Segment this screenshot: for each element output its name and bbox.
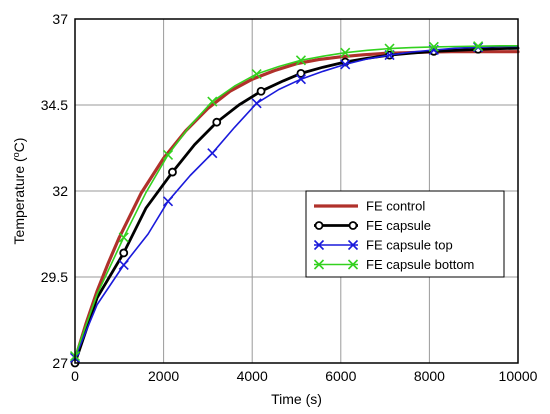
series-layer <box>69 41 520 368</box>
series-3 <box>69 41 519 362</box>
legend-box <box>305 190 505 278</box>
data-point <box>162 149 174 160</box>
data-point <box>207 148 218 159</box>
x-axis-label: Time (s) <box>271 391 322 407</box>
legend-entry: FE capsule <box>314 218 431 233</box>
data-point <box>251 98 262 109</box>
data-point <box>119 248 129 258</box>
y-tick-label: 32 <box>52 183 68 199</box>
legend: FE control FE capsule FE capsule top FE cap… <box>305 190 505 278</box>
y-tick-label: 27 <box>52 355 68 371</box>
legend-marker <box>313 239 325 251</box>
legend-label: FE capsule bottom <box>366 257 474 272</box>
data-point <box>428 41 439 52</box>
x-tick-label: 4000 <box>237 368 268 384</box>
data-point <box>212 117 222 127</box>
y-axis-label-main: Temperature ( <box>11 157 27 244</box>
data-point <box>340 59 351 70</box>
data-point <box>207 96 218 107</box>
legend-marker <box>348 221 358 230</box>
data-point <box>295 55 306 66</box>
legend-entry: FE control <box>314 199 425 214</box>
x-tick-label: 0 <box>71 368 79 384</box>
legend-entry: FE capsule top <box>313 238 453 253</box>
y-axis-label-tail: C) <box>11 138 27 153</box>
y-tick-label: 29.5 <box>41 269 68 285</box>
x-tick-label: 8000 <box>414 368 445 384</box>
data-point <box>473 41 484 52</box>
data-point <box>168 167 177 177</box>
data-point <box>118 232 129 243</box>
data-point <box>340 47 351 58</box>
x-tick-label: 6000 <box>325 368 356 384</box>
data-point <box>384 43 395 54</box>
legend-entry: FE capsule bottom <box>313 257 474 272</box>
legend-label: FE capsule top <box>366 238 453 253</box>
tick-layer: 0 2000 4000 6000 8000 10000 27 29.5 32 34.5 37 <box>41 11 538 384</box>
legend-marker <box>347 239 359 251</box>
data-point <box>295 74 306 85</box>
data-point <box>296 68 306 78</box>
data-point <box>256 86 266 96</box>
data-point <box>251 68 262 80</box>
x-tick-label: 10000 <box>499 368 538 384</box>
y-tick-label: 37 <box>52 11 68 27</box>
plot-frame <box>74 18 519 364</box>
y-tick-label: 34.5 <box>41 97 68 113</box>
data-point <box>162 196 174 207</box>
x-tick-label: 2000 <box>148 368 179 384</box>
data-point <box>118 259 129 271</box>
legend-label: FE control <box>366 199 425 214</box>
legend-marker <box>313 259 325 270</box>
legend-marker <box>314 221 324 230</box>
legend-marker <box>347 259 359 270</box>
y-axis-label: Temperature (oC) <box>11 138 27 245</box>
y-axis-label-sup: o <box>11 152 21 157</box>
legend-label: FE capsule <box>366 218 431 233</box>
